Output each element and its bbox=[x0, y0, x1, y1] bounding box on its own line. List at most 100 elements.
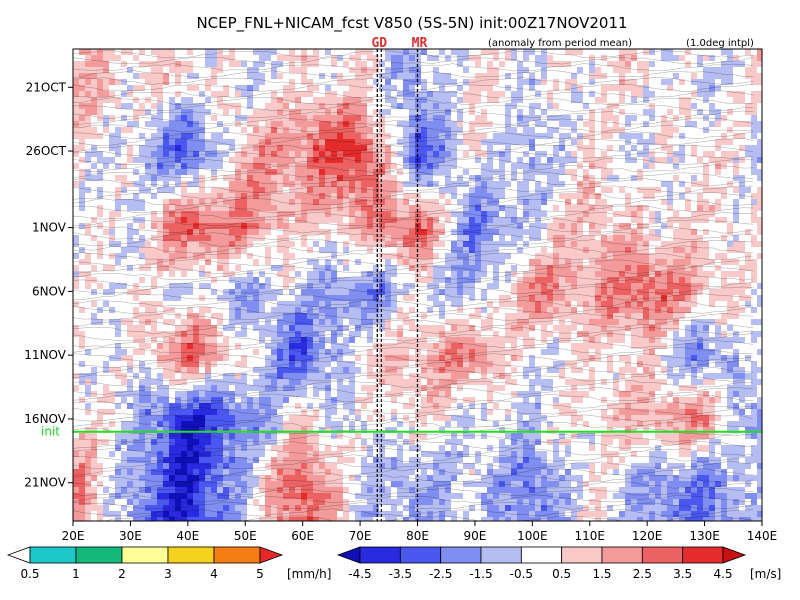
heatmap-cell bbox=[487, 73, 494, 80]
heatmap-cell bbox=[733, 271, 740, 278]
heatmap-cell bbox=[181, 271, 188, 278]
heatmap-cell bbox=[499, 283, 506, 290]
heatmap-cell bbox=[625, 55, 632, 62]
heatmap-cell bbox=[661, 61, 668, 68]
heatmap-cell bbox=[199, 61, 206, 68]
heatmap-cell bbox=[379, 181, 386, 188]
heatmap-cell bbox=[223, 271, 230, 278]
heatmap-cell bbox=[313, 307, 320, 314]
heatmap-cell bbox=[181, 301, 188, 308]
heatmap-cell bbox=[553, 61, 560, 68]
heatmap-cell bbox=[253, 271, 260, 278]
heatmap-cell bbox=[163, 121, 170, 128]
heatmap-cell bbox=[127, 115, 134, 122]
heatmap-cell bbox=[619, 109, 626, 116]
heatmap-cell bbox=[415, 265, 422, 272]
heatmap-cell bbox=[379, 109, 386, 116]
heatmap-cell bbox=[367, 283, 374, 290]
heatmap-cell bbox=[589, 109, 596, 116]
heatmap-cell bbox=[559, 301, 566, 308]
heatmap-cell bbox=[505, 109, 512, 116]
heatmap-cell bbox=[139, 61, 146, 68]
heatmap-cell bbox=[547, 223, 554, 230]
heatmap-cell bbox=[643, 133, 650, 140]
heatmap-cell bbox=[367, 97, 374, 104]
heatmap-cell bbox=[331, 259, 338, 266]
heatmap-cell bbox=[481, 67, 488, 74]
heatmap-cell bbox=[673, 73, 680, 80]
heatmap-cell bbox=[193, 265, 200, 272]
heatmap-cell bbox=[661, 55, 668, 62]
heatmap-cell bbox=[115, 181, 122, 188]
heatmap-cell bbox=[151, 265, 158, 272]
heatmap-cell bbox=[247, 181, 254, 188]
heatmap-cell bbox=[343, 151, 350, 158]
heatmap-cell bbox=[673, 109, 680, 116]
heatmap-cell bbox=[139, 109, 146, 116]
heatmap-cell bbox=[361, 175, 368, 182]
heatmap-cell bbox=[721, 109, 728, 116]
heatmap-cell bbox=[613, 217, 620, 224]
heatmap-cell bbox=[475, 187, 482, 194]
heatmap-cell bbox=[343, 79, 350, 86]
heatmap-cell bbox=[445, 145, 452, 152]
heatmap-cell bbox=[541, 85, 548, 92]
heatmap-cell bbox=[415, 181, 422, 188]
heatmap-cell bbox=[601, 193, 608, 200]
heatmap-cell bbox=[157, 97, 164, 104]
heatmap-cell bbox=[367, 229, 374, 236]
heatmap-cell bbox=[409, 103, 416, 110]
heatmap-cell bbox=[733, 73, 740, 80]
heatmap-cell bbox=[271, 163, 278, 170]
heatmap-cell bbox=[595, 247, 602, 254]
heatmap-cell bbox=[421, 187, 428, 194]
heatmap-cell bbox=[103, 277, 110, 284]
heatmap-cell bbox=[313, 187, 320, 194]
heatmap-cell bbox=[463, 91, 470, 98]
heatmap-cell bbox=[727, 283, 734, 290]
heatmap-cell bbox=[211, 235, 218, 242]
heatmap-cell bbox=[295, 289, 302, 296]
heatmap-cell bbox=[571, 163, 578, 170]
heatmap-cell bbox=[307, 205, 314, 212]
heatmap-cell bbox=[673, 247, 680, 254]
heatmap-cell bbox=[79, 163, 86, 170]
heatmap-cell bbox=[73, 73, 80, 80]
heatmap-cell bbox=[73, 133, 80, 140]
heatmap-cell bbox=[667, 211, 674, 218]
heatmap-cell bbox=[559, 235, 566, 242]
heatmap-cell bbox=[331, 235, 338, 242]
heatmap-cell bbox=[319, 253, 326, 260]
heatmap-cell bbox=[511, 253, 518, 260]
heatmap-cell bbox=[439, 271, 446, 278]
heatmap-cell bbox=[337, 73, 344, 80]
heatmap-cell bbox=[457, 103, 464, 110]
heatmap-cell bbox=[553, 187, 560, 194]
heatmap-cell bbox=[421, 301, 428, 308]
heatmap-cell bbox=[505, 247, 512, 254]
heatmap-cell bbox=[631, 295, 638, 302]
heatmap-cell bbox=[331, 67, 338, 74]
heatmap-cell bbox=[127, 259, 134, 266]
heatmap-cell bbox=[721, 259, 728, 266]
heatmap-cell bbox=[667, 61, 674, 68]
heatmap-cell bbox=[241, 55, 248, 62]
heatmap-cell bbox=[445, 61, 452, 68]
heatmap-cell bbox=[391, 301, 398, 308]
heatmap-cell bbox=[181, 283, 188, 290]
heatmap-cell bbox=[85, 295, 92, 302]
heatmap-cell bbox=[193, 109, 200, 116]
heatmap-cell bbox=[361, 193, 368, 200]
heatmap-cell bbox=[475, 163, 482, 170]
heatmap-cell bbox=[487, 211, 494, 218]
heatmap-cell bbox=[109, 97, 116, 104]
heatmap-cell bbox=[253, 199, 260, 206]
heatmap-cell bbox=[427, 271, 434, 278]
heatmap-cell bbox=[757, 181, 762, 188]
heatmap-cell bbox=[127, 55, 134, 62]
heatmap-cell bbox=[643, 199, 650, 206]
heatmap-cell bbox=[577, 253, 584, 260]
heatmap-cell bbox=[175, 61, 182, 68]
heatmap-cell bbox=[433, 277, 440, 284]
heatmap-cell bbox=[241, 307, 248, 314]
